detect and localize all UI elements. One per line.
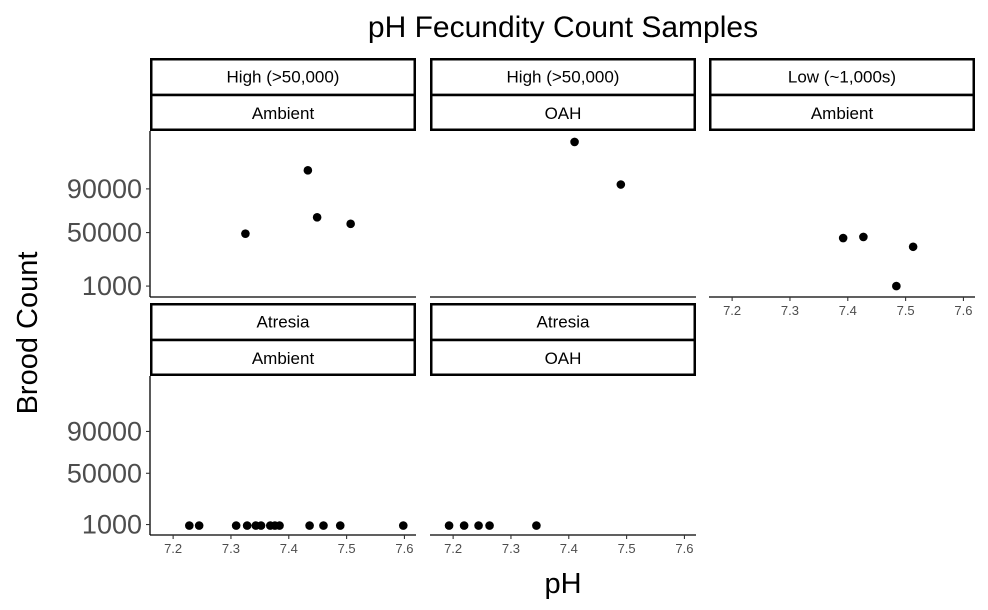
facet-panel: High (>50,000) OAH	[430, 58, 696, 298]
y-tick-label: 90000	[67, 174, 142, 204]
facet-strip-bottom	[709, 93, 975, 131]
x-tick-label: 7.6	[954, 303, 972, 318]
facet-panels: High (>50,000)Ambient10005000090000High …	[67, 58, 975, 556]
x-tick-label: 7.5	[338, 541, 356, 556]
facet-panel: Low (~1,000s) Ambient 7.2 7.3 7.4 7.5 7.6	[709, 58, 975, 318]
facet-strip-top	[150, 303, 416, 342]
data-point	[859, 232, 868, 242]
data-point	[346, 219, 355, 229]
data-point	[459, 521, 469, 530]
x-tick-label: 7.3	[781, 303, 799, 318]
data-point	[194, 521, 204, 530]
x-tick-label: 7.4	[560, 541, 578, 556]
x-tick-label: 7.4	[839, 303, 857, 318]
x-tick-label: 7.2	[164, 541, 182, 556]
data-point	[303, 166, 313, 175]
facet-panel: Atresia Ambient 1000 50000 90000 7.2 7.3 7.4 7.5…	[67, 303, 416, 556]
data-point	[256, 521, 266, 530]
y-tick-label: 50000	[67, 218, 142, 248]
y-axis-title: Brood Count	[12, 252, 44, 415]
y-tick-label: 50000	[67, 458, 142, 488]
data-point	[892, 281, 901, 291]
data-point	[616, 180, 626, 189]
data-point	[485, 521, 494, 530]
y-tick-label: 1000	[82, 510, 142, 540]
data-point	[312, 212, 322, 222]
x-tick-label: 7.5	[897, 303, 915, 318]
facet-strip-bottom	[430, 93, 696, 131]
data-point	[570, 137, 579, 147]
facet-strip-bottom-label: Ambient	[252, 104, 315, 123]
data-point	[319, 521, 328, 530]
facet-strip-bottom-label: OAH	[545, 349, 582, 368]
facet-strip-bottom	[150, 338, 416, 376]
data-point	[241, 229, 250, 238]
facet-strip-top	[430, 58, 696, 97]
facet-strip-bottom-label: Ambient	[811, 104, 874, 123]
x-tick-label: 7.3	[502, 541, 520, 556]
facet-strip-top	[430, 303, 696, 342]
x-tick-label: 7.4	[280, 541, 298, 556]
x-tick-label: 7.2	[444, 541, 462, 556]
data-point	[398, 521, 408, 530]
x-tick-label: 7.2	[723, 303, 741, 318]
x-tick-label: 7.6	[675, 541, 693, 556]
chart-title: pH Fecundity Count Samples	[368, 11, 758, 44]
data-point	[838, 233, 848, 243]
y-tick-label: 1000	[82, 271, 142, 301]
data-point	[242, 521, 252, 530]
facet-strip-top-label: High (>50,000)	[227, 68, 340, 87]
x-axis-title: pH	[544, 568, 581, 600]
facet-strip-top	[709, 58, 975, 97]
data-point	[335, 521, 345, 530]
facet-strip-top-label: High (>50,000)	[507, 68, 620, 87]
data-point	[305, 521, 314, 530]
facet-strip-bottom-label: OAH	[545, 104, 582, 123]
facet-panel: High (>50,000) Ambient 1000 50000 90000	[67, 58, 416, 301]
facet-strip-bottom	[150, 93, 416, 131]
data-point	[532, 521, 541, 530]
x-tick-label: 7.6	[395, 541, 413, 556]
facet-strip-top-label: Atresia	[257, 313, 310, 332]
y-tick-label: 90000	[67, 416, 142, 446]
data-point	[444, 521, 454, 530]
data-point	[474, 521, 483, 530]
data-point	[185, 521, 194, 530]
facet-strip-top-label: Atresia	[537, 313, 590, 332]
data-point	[275, 521, 284, 530]
facet-panel: Atresia OAH 7.2 7.3 7.4 7.5 7.6	[430, 303, 696, 556]
data-point	[908, 242, 918, 252]
facet-strip-bottom	[430, 338, 696, 376]
facet-strip-top-label: Low (~1,000s)	[788, 68, 896, 87]
x-tick-label: 7.5	[618, 541, 636, 556]
facet-strip-bottom-label: Ambient	[252, 349, 315, 368]
data-point	[231, 521, 241, 530]
x-tick-label: 7.3	[222, 541, 240, 556]
